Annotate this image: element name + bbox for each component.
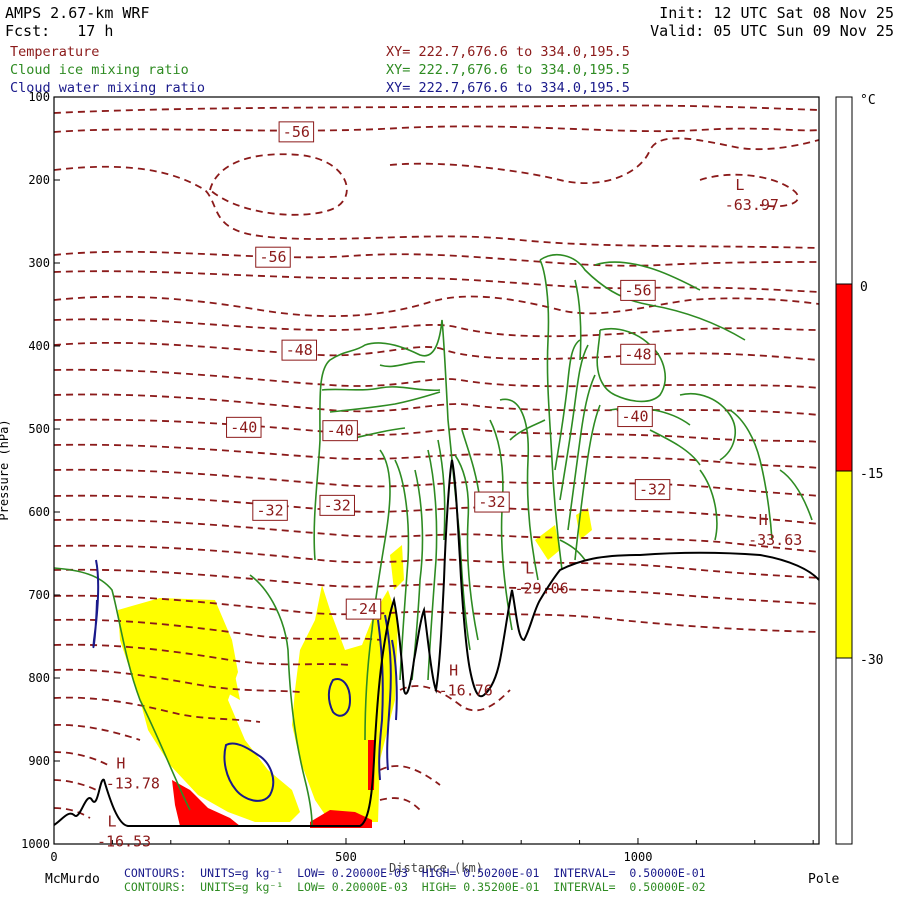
field-cloud-water-xy: XY= 222.7,676.6 to 334.0,195.5: [386, 80, 630, 96]
temperature-shading-red: [172, 740, 375, 828]
extremum-kind: H: [759, 511, 768, 529]
temperature-shading-yellow: [118, 508, 592, 822]
extremum-kind: H: [449, 661, 458, 679]
colorbar-white-bottom: [835, 657, 853, 845]
contour-label-box: [620, 343, 656, 365]
contour-label-box: [345, 598, 382, 620]
colorbar-red: [835, 283, 853, 472]
extremum-value: -16.76: [439, 681, 493, 699]
contour-label: -32: [639, 481, 666, 499]
extremum-value: -16.53: [97, 833, 151, 851]
extremum-kind: H: [116, 754, 125, 772]
y-tick-label: 500: [28, 422, 50, 436]
contour-label: -32: [257, 501, 284, 519]
model-title: AMPS 2.67-km WRF: [5, 4, 150, 22]
forecast-hour: Fcst: 17 h: [5, 22, 114, 40]
init-time: Init: 12 UTC Sat 08 Nov 25: [659, 4, 894, 22]
plot-frame: [53, 96, 820, 845]
colorbar-level-0: 0: [860, 280, 868, 295]
x-axis-title: Distance (km): [389, 861, 483, 875]
cloud-ice-contours: [54, 254, 813, 826]
temperature-contour-labels: -56 -56 -56 -48 -48 -40 -40 -40 -32 -32 -32 -32 -24: [226, 121, 671, 620]
extremum-kind: L: [525, 559, 534, 577]
valid-time: Valid: 05 UTC Sun 09 Nov 25: [650, 22, 894, 40]
y-tick-label: 600: [28, 505, 50, 519]
y-tick-label: 200: [28, 173, 50, 187]
cloud-water-contours: [92, 559, 398, 802]
y-tick-label: 100: [28, 90, 50, 104]
x-tick-label: 500: [335, 850, 357, 864]
right-endpoint-label: Pole: [808, 872, 839, 887]
colorbar-unit: °C: [860, 93, 876, 108]
contours-info-cloud-ice: CONTOURS: UNITS=g kg⁻¹ LOW= 0.20000E-03 …: [124, 880, 706, 894]
contour-label-box: [252, 499, 288, 521]
contour-label: -32: [478, 493, 505, 511]
extremum-kind: L: [735, 176, 744, 194]
left-endpoint-label: McMurdo: [45, 872, 100, 887]
contour-label-box: [322, 420, 358, 442]
contour-label: -56: [624, 281, 651, 299]
colorbar: °C 0 -15 -30: [835, 93, 883, 845]
contour-label: -40: [622, 408, 649, 426]
contour-label-box: [620, 279, 656, 301]
field-cloud-ice-xy: XY= 222.7,676.6 to 334.0,195.5: [386, 62, 630, 78]
field-cloud-water-label: Cloud water mixing ratio: [10, 80, 206, 96]
contour-label-box: [278, 121, 315, 143]
extremum-value: -13.78: [106, 774, 160, 792]
colorbar-yellow: [835, 470, 853, 659]
field-cloud-ice-label: Cloud ice mixing ratio: [10, 62, 189, 78]
contour-label: -32: [324, 496, 351, 514]
extrema-labels: L -63.97 H -33.63 H -16.76 L -29.06 H -13.78 L -16.…: [97, 176, 802, 851]
contour-label-box: [634, 479, 671, 501]
contours-info-cloud-water: CONTOURS: UNITS=g kg⁻¹ LOW= 0.20000E-03 …: [124, 866, 706, 880]
y-tick-label: 300: [28, 256, 50, 270]
contour-label-box: [226, 416, 262, 438]
y-tick-label: 800: [28, 671, 50, 685]
contour-label: -40: [230, 418, 257, 436]
colorbar-level-2: -30: [860, 653, 883, 668]
y-tick-label: 900: [28, 754, 50, 768]
contour-label: -24: [350, 600, 377, 618]
contour-label-box: [617, 406, 653, 428]
colorbar-white-top: [835, 96, 853, 285]
field-temperature-xy: XY= 222.7,676.6 to 334.0,195.5: [386, 44, 630, 60]
contour-label-box: [319, 494, 355, 516]
extremum-kind: L: [108, 813, 117, 831]
y-tick-label: 1000: [21, 837, 50, 851]
extremum-value: -29.06: [515, 579, 569, 597]
contour-label: -48: [624, 345, 651, 363]
contour-label: -48: [286, 341, 313, 359]
terrain-line: [54, 459, 819, 827]
y-tick-label: 700: [28, 588, 50, 602]
contour-label-box: [474, 491, 510, 513]
x-tick-label: 1000: [624, 850, 653, 864]
extremum-value: -63.97: [725, 196, 779, 214]
extremum-value: -33.63: [748, 531, 802, 549]
field-temperature-label: Temperature: [10, 44, 100, 60]
contour-label-box: [281, 339, 318, 361]
y-axis-title: Pressure (hPa): [0, 419, 11, 520]
contour-label: -56: [283, 123, 310, 141]
temperature-contours: [54, 104, 819, 819]
contour-label-box: [255, 246, 291, 268]
contour-label: -56: [259, 248, 286, 266]
contour-label: -40: [327, 422, 354, 440]
x-tick-label: 0: [50, 850, 57, 864]
colorbar-level-1: -15: [860, 467, 883, 482]
y-tick-label: 400: [28, 339, 50, 353]
